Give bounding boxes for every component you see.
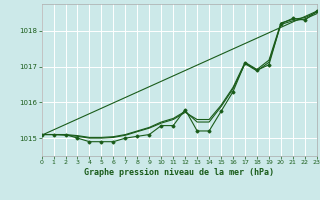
X-axis label: Graphe pression niveau de la mer (hPa): Graphe pression niveau de la mer (hPa) bbox=[84, 168, 274, 177]
